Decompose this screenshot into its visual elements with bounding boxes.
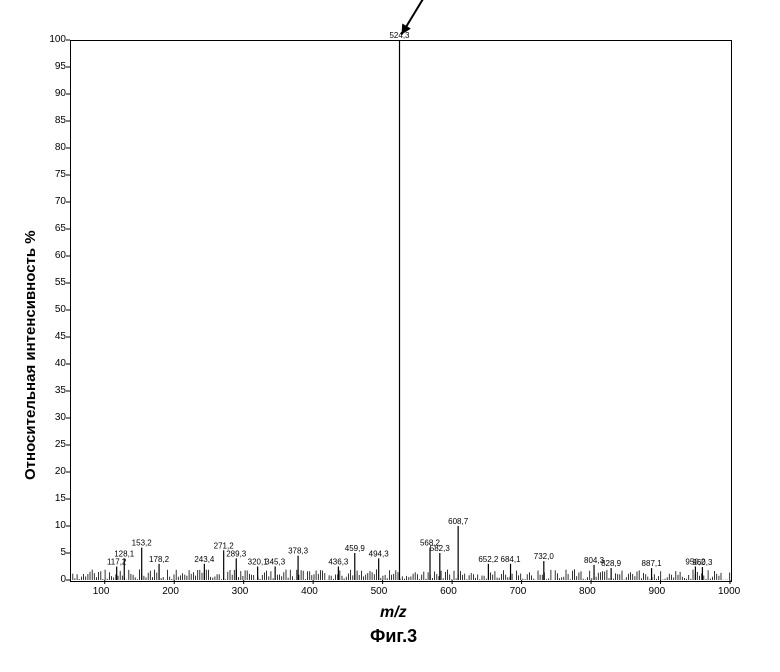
- y-tick: 40: [55, 358, 66, 369]
- x-tick: 900: [649, 586, 666, 597]
- x-tick: 200: [162, 586, 179, 597]
- y-tick: 5: [60, 547, 66, 558]
- y-axis-title: Относительная интенсивность %: [22, 230, 39, 480]
- y-tick: 10: [55, 520, 66, 531]
- y-tick: 100: [49, 34, 66, 45]
- y-tick: 25: [55, 439, 66, 450]
- annotation-arrow: [401, 0, 424, 35]
- y-tick: 95: [55, 61, 66, 72]
- y-tick: 0: [60, 574, 66, 585]
- y-tick: 65: [55, 223, 66, 234]
- y-tick: 70: [55, 196, 66, 207]
- y-tick: 30: [55, 412, 66, 423]
- peak-label: 524,3: [389, 31, 410, 40]
- x-tick: 600: [440, 586, 457, 597]
- x-tick: 1000: [718, 586, 740, 597]
- x-axis-title: m/z: [380, 604, 407, 622]
- y-tick: 55: [55, 277, 66, 288]
- plot-area: [70, 40, 732, 582]
- x-tick: 300: [232, 586, 249, 597]
- y-tick: 35: [55, 385, 66, 396]
- x-tick: 700: [510, 586, 527, 597]
- y-tick: 80: [55, 142, 66, 153]
- y-tick: 15: [55, 493, 66, 504]
- y-tick: 45: [55, 331, 66, 342]
- y-tick: 50: [55, 304, 66, 315]
- y-tick: 85: [55, 115, 66, 126]
- y-tick: 20: [55, 466, 66, 477]
- annotation-arrowhead: [401, 23, 410, 34]
- x-tick: 100: [93, 586, 110, 597]
- figure-container: Относительная интенсивность % 0 5 10 15 20 25…: [0, 0, 780, 672]
- y-tick: 90: [55, 88, 66, 99]
- x-tick: 500: [371, 586, 388, 597]
- x-tick: 800: [579, 586, 596, 597]
- x-tick: 400: [301, 586, 318, 597]
- y-tick: 60: [55, 250, 66, 261]
- figure-caption: Фиг.3: [370, 626, 417, 647]
- y-tick: 75: [55, 169, 66, 180]
